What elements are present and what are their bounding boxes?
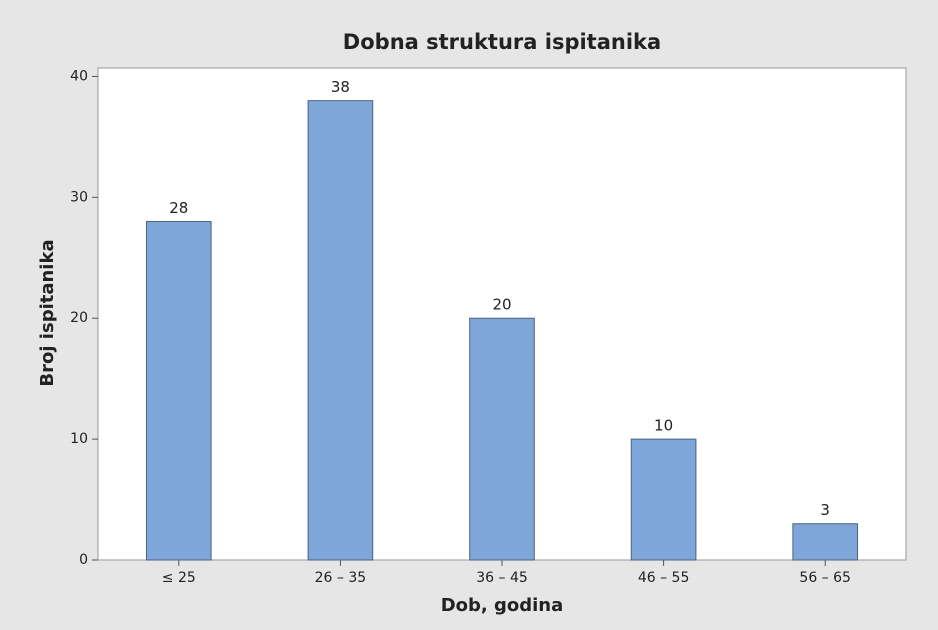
x-tick-label: 46 – 55 (638, 570, 690, 586)
y-tick-label: 30 (70, 189, 88, 205)
y-tick-label: 40 (70, 68, 88, 84)
bar (792, 523, 859, 561)
bar (307, 100, 374, 561)
y-axis-label: Broj ispitanika (37, 239, 58, 386)
x-tick-label: 56 – 65 (799, 570, 851, 586)
chart-title: Dobna struktura ispitanika (343, 30, 661, 54)
data-label: 10 (654, 417, 673, 435)
y-tick-label: 20 (70, 310, 88, 326)
x-tick-label: ≤ 25 (162, 570, 196, 586)
y-tick-label: 10 (70, 431, 88, 447)
x-tick-label: 26 – 35 (315, 570, 367, 586)
bar (145, 221, 212, 561)
y-tick-label: 0 (79, 552, 88, 568)
data-label: 20 (492, 296, 511, 314)
bar (630, 438, 697, 561)
x-tick-label: 36 – 45 (476, 570, 528, 586)
data-label: 3 (820, 501, 830, 519)
bar (469, 317, 535, 561)
data-label: 28 (169, 199, 188, 217)
x-axis-label: Dob, godina (441, 595, 564, 616)
data-label: 38 (331, 78, 350, 96)
